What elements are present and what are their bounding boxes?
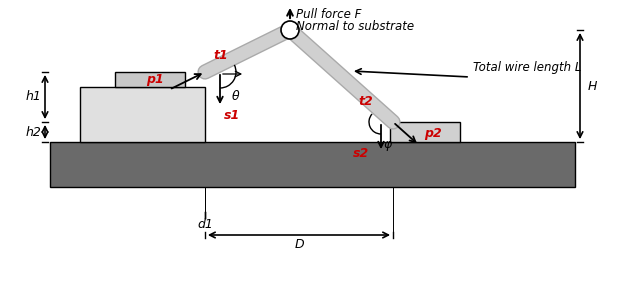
Text: t1: t1 [213, 49, 228, 62]
Bar [80, 87, 205, 142]
Text: s1: s1 [224, 109, 241, 122]
Bar [390, 122, 460, 142]
Text: φ: φ [383, 138, 391, 151]
Text: H: H [587, 80, 596, 92]
Text: h2: h2 [25, 126, 41, 138]
Text: p1: p1 [146, 73, 164, 86]
Text: Pull force F: Pull force F [296, 8, 361, 21]
Circle shape [281, 21, 299, 39]
Text: Normal to substrate: Normal to substrate [296, 20, 414, 33]
Text: s2: s2 [353, 147, 370, 160]
Bar [115, 72, 185, 87]
Text: θ: θ [232, 90, 239, 103]
Bar [50, 142, 575, 187]
Text: Total wire length L: Total wire length L [473, 61, 582, 74]
Text: t2: t2 [358, 95, 373, 108]
Text: p2: p2 [424, 127, 442, 140]
Text: h1: h1 [25, 91, 41, 103]
Text: D: D [294, 238, 304, 252]
Text: d1: d1 [197, 219, 213, 231]
